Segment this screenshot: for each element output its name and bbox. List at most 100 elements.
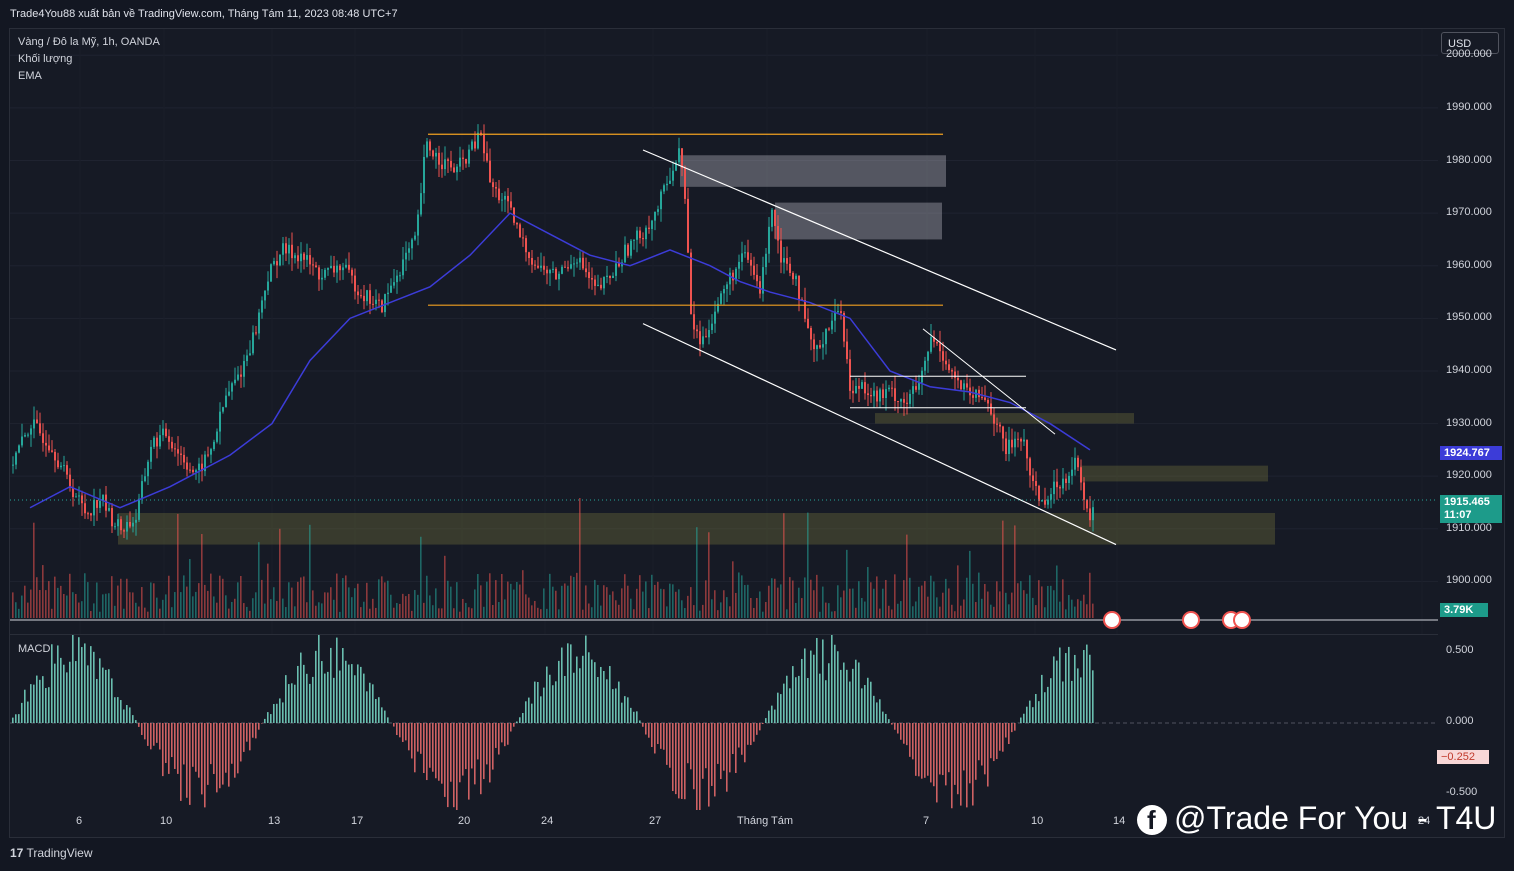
candle-body <box>177 449 179 454</box>
candle-body <box>552 268 554 270</box>
macd-histogram-bar <box>171 723 173 758</box>
candle-body <box>1050 494 1052 500</box>
candle-body <box>471 141 473 150</box>
macd-histogram-bar <box>342 648 344 723</box>
volume-bar <box>408 593 410 618</box>
macd-histogram-bar <box>381 707 383 723</box>
candle-body <box>708 330 710 338</box>
candle-body <box>867 393 869 396</box>
ema-line <box>29 212 1091 509</box>
macd-histogram-bar <box>1083 650 1085 723</box>
candle-body <box>570 264 572 269</box>
candle-body <box>957 377 959 381</box>
candle-body <box>414 235 416 240</box>
macd-histogram-bar <box>1074 654 1076 723</box>
candle-body <box>729 272 731 285</box>
volume-bar <box>654 584 656 618</box>
macd-histogram-bar <box>486 723 488 765</box>
macd-histogram-bar <box>615 688 617 723</box>
candle-body <box>1002 426 1004 439</box>
macd-histogram-bar <box>741 723 743 755</box>
macd-histogram-bar <box>411 723 413 759</box>
candle-body <box>783 258 785 263</box>
candle-body <box>960 380 962 390</box>
candle-body <box>870 395 872 397</box>
volume-bar <box>537 607 539 618</box>
candle-body <box>72 487 74 498</box>
volume-bar <box>402 593 404 618</box>
legend-macd[interactable]: MACD <box>18 643 51 655</box>
macd-histogram-bar <box>1047 686 1049 723</box>
volume-bar <box>666 606 668 618</box>
volume-bar <box>984 584 986 618</box>
candle-body <box>873 390 875 397</box>
macd-histogram-bar <box>645 723 647 735</box>
macd-histogram-bar <box>216 723 218 793</box>
macd-histogram-bar <box>279 698 281 723</box>
volume-bar <box>948 588 950 618</box>
candle-body <box>60 465 62 468</box>
candle-body <box>276 261 278 266</box>
macd-histogram-bar <box>690 723 692 770</box>
volume-bar <box>60 585 62 618</box>
legend-volume[interactable]: Khối lượng <box>18 53 73 65</box>
candle-body <box>204 454 206 472</box>
volume-bar <box>492 604 494 618</box>
legend-symbol[interactable]: Vàng / Đô la Mỹ, 1h, OANDA <box>18 36 160 48</box>
candle-body <box>651 220 653 229</box>
macd-histogram-bar <box>252 723 254 738</box>
volume-bar <box>294 606 296 618</box>
candle-body <box>192 469 194 473</box>
candle-body <box>1044 500 1046 505</box>
candle-body <box>705 336 707 338</box>
candle-body <box>597 284 599 286</box>
volume-bar <box>1014 525 1016 618</box>
price-tick-label: 1940.000 <box>1446 363 1492 376</box>
volume-bar <box>549 573 551 618</box>
candle-body <box>456 166 458 173</box>
macd-histogram-bar <box>174 723 176 769</box>
candle-body <box>300 253 302 262</box>
volume-bar <box>48 581 50 618</box>
price-axis[interactable]: 2000.000 1990.000 1980.000 1970.000 1960.000… <box>1438 29 1506 810</box>
volume-bar <box>699 610 701 618</box>
macd-histogram-bar <box>534 681 536 723</box>
time-axis[interactable]: 6 10 13 17 20 24 27 Tháng Tám 7 10 14 24 <box>10 810 1438 836</box>
macd-histogram-bar <box>777 692 779 723</box>
volume-bar <box>45 590 47 618</box>
macd-histogram-bar <box>297 665 299 723</box>
currency-button[interactable]: USD <box>1441 32 1499 54</box>
volume-bar <box>888 605 890 618</box>
volume-bar <box>1056 565 1058 618</box>
macd-histogram-bar <box>237 723 239 774</box>
candle-body <box>612 275 614 279</box>
macd-histogram-bar <box>54 663 56 723</box>
candle-body <box>198 463 200 471</box>
macd-histogram-bar <box>27 701 29 723</box>
macd-histogram-bar <box>609 666 611 723</box>
legend-ema[interactable]: EMA <box>18 70 42 82</box>
candle-body <box>39 423 41 434</box>
volume-bar <box>72 592 74 618</box>
volume-bar <box>138 606 140 618</box>
candle-body <box>879 389 881 402</box>
macd-histogram-bar <box>465 723 467 770</box>
macd-histogram-bar <box>336 637 338 723</box>
candle-body <box>270 264 272 282</box>
price-pane[interactable] <box>10 29 1438 634</box>
macd-histogram-bar <box>537 682 539 723</box>
time-tick-label: 17 <box>351 815 364 827</box>
macd-histogram-bar <box>993 723 995 762</box>
macd-pane[interactable] <box>10 634 1438 810</box>
volume-bar <box>279 528 281 618</box>
candle-body <box>387 292 389 295</box>
volume-bar <box>855 607 857 618</box>
volume-bar <box>993 606 995 618</box>
volume-bar <box>177 513 179 618</box>
macd-histogram-bar <box>141 723 143 735</box>
candle-body <box>876 390 878 402</box>
macd-histogram-bar <box>765 718 767 723</box>
price-tick-label: 1900.000 <box>1446 574 1492 587</box>
volume-bar <box>663 589 665 618</box>
tradingview-logo[interactable]: 17 TradingView <box>10 846 93 860</box>
